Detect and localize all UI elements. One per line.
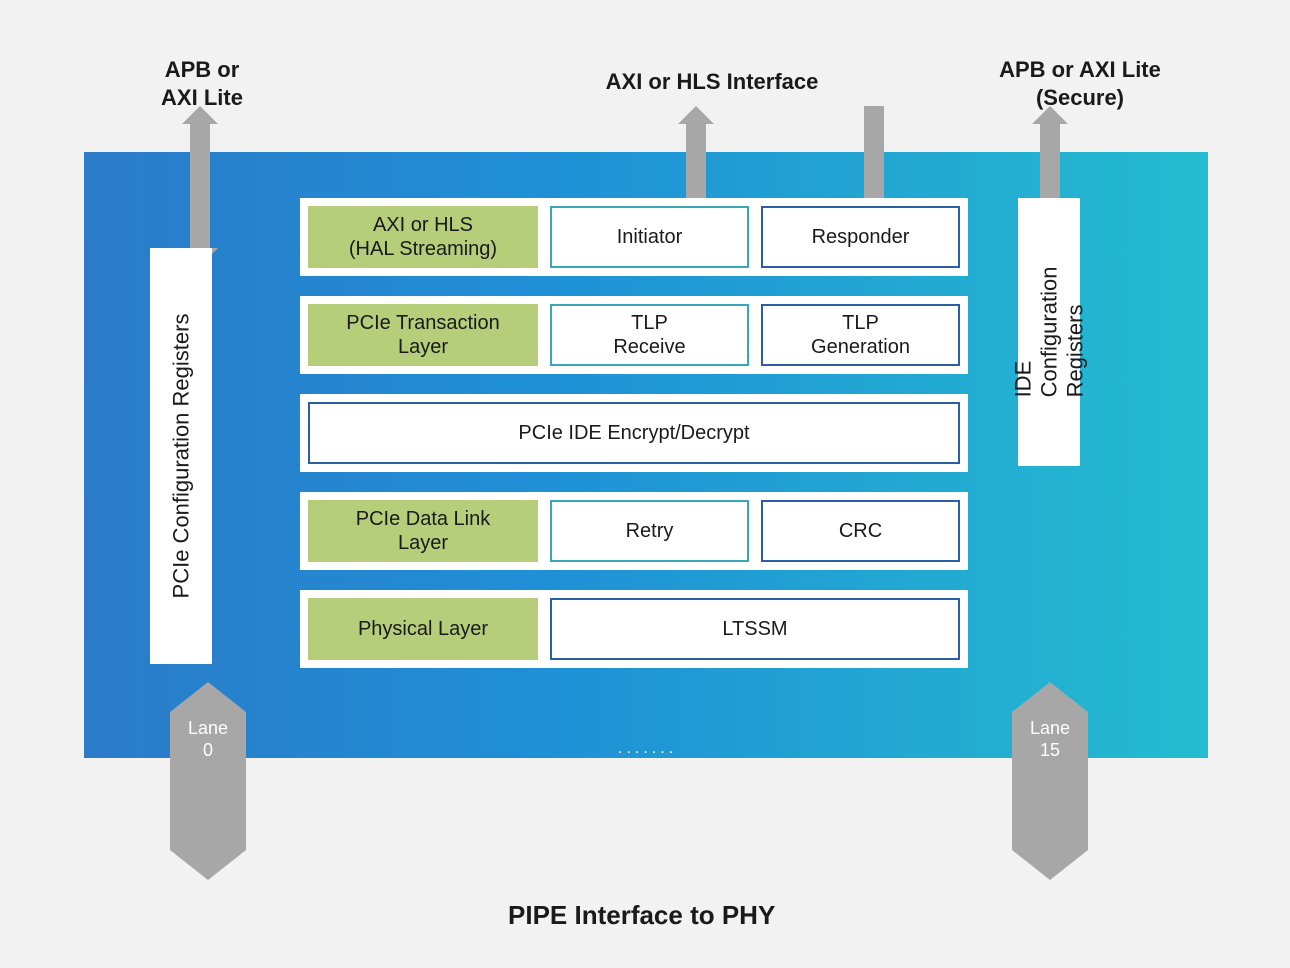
lane-0-label: Lane 0 bbox=[188, 718, 228, 761]
ide-config-registers: IDE Configuration Registers bbox=[1018, 198, 1080, 466]
top-label-left: APB or AXI Lite bbox=[132, 56, 272, 111]
top-label-center: AXI or HLS Interface bbox=[562, 68, 862, 96]
row3-sub0: Retry bbox=[550, 500, 749, 562]
top-label-right: APB or AXI Lite (Secure) bbox=[970, 56, 1190, 111]
bottom-label: PIPE Interface to PHY bbox=[508, 900, 775, 931]
lane-0-arrow: Lane 0 bbox=[170, 682, 246, 880]
lane-dots: ....... bbox=[618, 740, 677, 758]
ide-config-registers-label: IDE Configuration Registers bbox=[1010, 267, 1088, 398]
row-axi-hls: AXI or HLS (HAL Streaming) Initiator Res… bbox=[300, 198, 968, 276]
row1-sub1: TLP Generation bbox=[761, 304, 960, 366]
lane-15-label: Lane 15 bbox=[1030, 718, 1070, 761]
pcie-config-registers-label: PCIe Configuration Registers bbox=[168, 314, 194, 599]
row-physical: Physical Layer LTSSM bbox=[300, 590, 968, 668]
row0-green: AXI or HLS (HAL Streaming) bbox=[308, 206, 538, 268]
row2-full: PCIe IDE Encrypt/Decrypt bbox=[308, 402, 960, 464]
lane-15-arrow: Lane 15 bbox=[1012, 682, 1088, 880]
row-data-link: PCIe Data Link Layer Retry CRC bbox=[300, 492, 968, 570]
arrow-apb-left bbox=[182, 106, 218, 266]
row3-sub1: CRC bbox=[761, 500, 960, 562]
diagram-canvas: { "colors": { "page_bg": "#f2f2f2", "gra… bbox=[0, 0, 1290, 968]
row1-sub0: TLP Receive bbox=[550, 304, 749, 366]
pcie-config-registers: PCIe Configuration Registers bbox=[150, 248, 212, 664]
row0-sub0: Initiator bbox=[550, 206, 749, 268]
row4-green: Physical Layer bbox=[308, 598, 538, 660]
row-ide-encrypt: PCIe IDE Encrypt/Decrypt bbox=[300, 394, 968, 472]
row1-green: PCIe Transaction Layer bbox=[308, 304, 538, 366]
row4-sub0: LTSSM bbox=[550, 598, 960, 660]
row-transaction: PCIe Transaction Layer TLP Receive TLP G… bbox=[300, 296, 968, 374]
row0-sub1: Responder bbox=[761, 206, 960, 268]
row3-green: PCIe Data Link Layer bbox=[308, 500, 538, 562]
